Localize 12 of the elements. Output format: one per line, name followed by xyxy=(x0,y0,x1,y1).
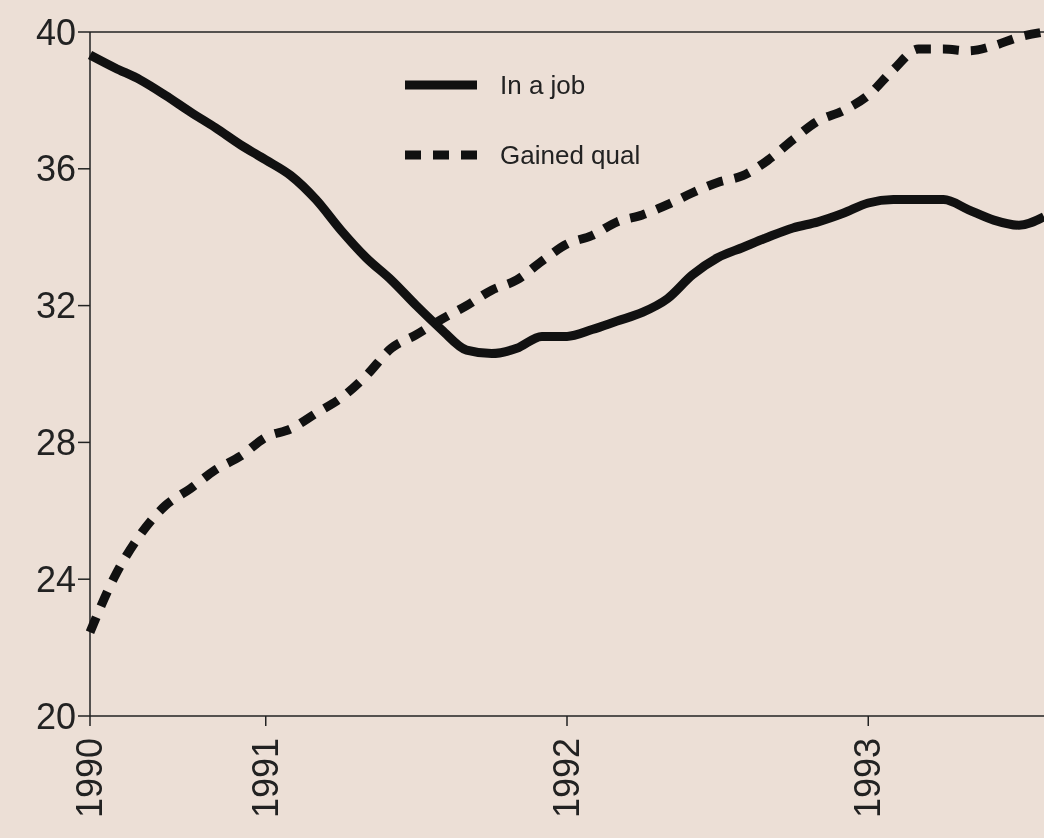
y-tick-label: 24 xyxy=(35,558,76,600)
y-tick-label: 20 xyxy=(35,695,76,737)
x-tick-label: 1990 xyxy=(69,738,110,819)
x-tick-label: 1992 xyxy=(546,738,587,819)
legend-label: Gained qual xyxy=(500,140,641,171)
x-tick-label: 1993 xyxy=(847,738,889,819)
y-tick-label: 28 xyxy=(35,422,76,463)
y-tick-label: 40 xyxy=(35,11,76,53)
legend-label: In a job xyxy=(500,70,586,101)
y-tick-label: 36 xyxy=(35,148,76,190)
y-tick-label: 32 xyxy=(35,285,76,327)
x-tick-label: 1991 xyxy=(244,738,286,819)
